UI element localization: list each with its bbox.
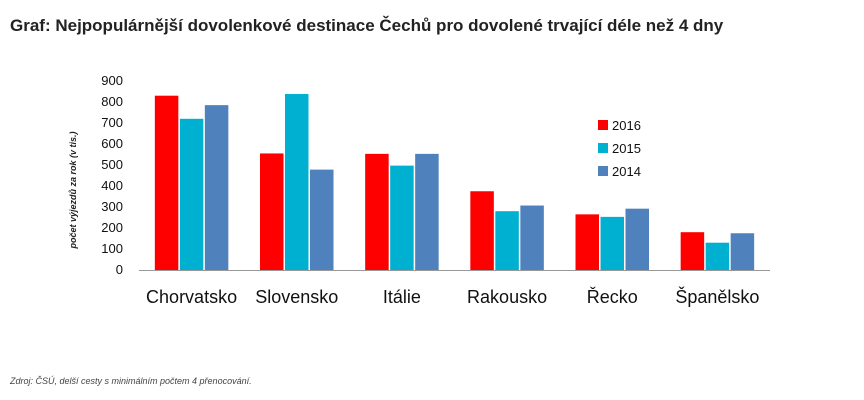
bar-řecko-2016	[575, 214, 599, 270]
y-axis-label-group: počet výjezdů za rok (v tis.)	[68, 131, 78, 249]
bar-itálie-2015	[390, 165, 414, 270]
bar-itálie-2016	[365, 153, 389, 270]
bar-chorvatsko-2014	[204, 105, 229, 271]
bar-řecko-2015	[600, 216, 624, 270]
bar-rakousko-2015	[495, 211, 519, 270]
y-tick-label: 700	[101, 115, 123, 130]
bar-chorvatsko-2016	[154, 95, 179, 270]
y-tick-label: 800	[101, 94, 123, 109]
x-tick-label: Španělsko	[675, 286, 759, 307]
legend-swatch-2015	[598, 143, 608, 153]
y-tick-label: 200	[101, 220, 123, 235]
bar-rakousko-2014	[520, 205, 544, 270]
y-tick-label: 400	[101, 178, 123, 193]
legend-label: 2014	[612, 164, 641, 179]
y-tick-label: 300	[101, 199, 123, 214]
y-tick-label: 100	[101, 241, 123, 256]
x-tick-label: Chorvatsko	[146, 287, 237, 307]
y-tick-label: 600	[101, 136, 123, 151]
y-axis-ticks: 0 100 200 300 400 500 600 700 800 900	[101, 73, 123, 277]
y-axis-label: počet výjezdů za rok (v tis.)	[68, 131, 78, 249]
x-tick-label: Itálie	[383, 287, 421, 307]
chart-title: Graf: Nejpopulárnější dovolenkové destin…	[10, 16, 724, 35]
bar-slovensko-2015	[285, 94, 309, 271]
y-tick-label: 900	[101, 73, 123, 88]
x-tick-label: Rakousko	[467, 287, 547, 307]
bar-itálie-2014	[415, 153, 439, 270]
bar-slovensko-2016	[260, 153, 284, 270]
source-note: Zdroj: ČSÚ, delší cesty s minimálním poč…	[10, 376, 252, 386]
y-tick-label: 0	[116, 262, 123, 277]
bar-španělsko-2015	[705, 242, 730, 270]
bar-španělsko-2014	[730, 233, 755, 270]
legend-label: 2015	[612, 141, 641, 156]
legend-swatch-2014	[598, 166, 608, 176]
bar-chorvatsko-2015	[179, 118, 204, 270]
bar-slovensko-2014	[310, 169, 334, 270]
y-tick-label: 500	[101, 157, 123, 172]
bar-španělsko-2016	[680, 232, 705, 270]
legend: 2016 2015 2014	[598, 118, 641, 179]
x-tick-label: Řecko	[587, 287, 638, 307]
bars	[154, 94, 755, 271]
x-axis-ticks: Chorvatsko Slovensko Itálie Rakousko Řecko Šp…	[146, 286, 759, 307]
legend-label: 2016	[612, 118, 641, 133]
x-tick-label: Slovensko	[255, 287, 338, 307]
bar-řecko-2014	[625, 208, 649, 270]
legend-swatch-2016	[598, 120, 608, 130]
bar-rakousko-2016	[470, 191, 494, 270]
